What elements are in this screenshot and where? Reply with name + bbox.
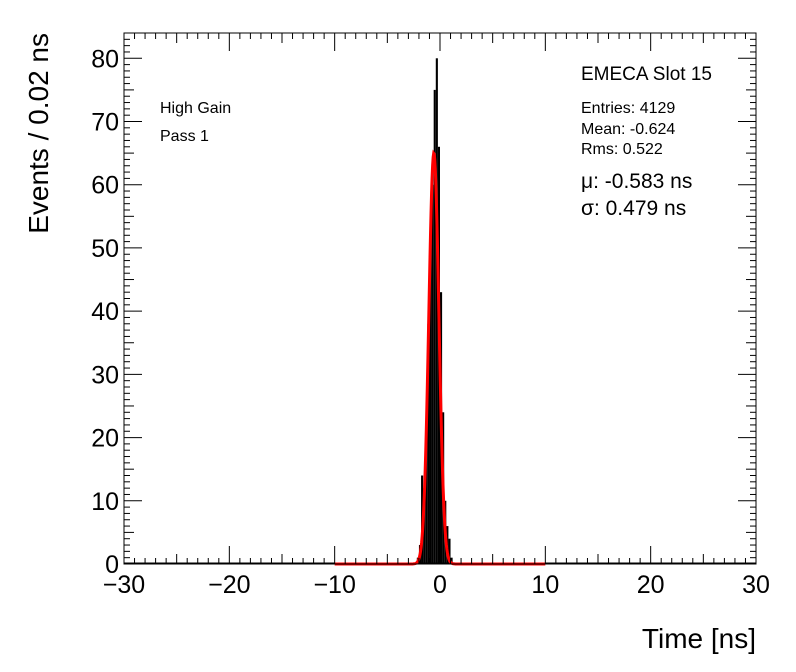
gain-label: High Gain: [160, 100, 231, 117]
x-tick-label: 10: [531, 571, 559, 599]
histogram-bin: [433, 89, 436, 565]
x-tick-label: −20: [208, 571, 250, 599]
histogram-bin: [448, 538, 451, 564]
y-tick-label: 40: [91, 298, 119, 326]
stats-title: EMECA Slot 15: [581, 64, 712, 85]
y-tick-label: 80: [91, 45, 119, 73]
y-tick-label: 20: [91, 425, 119, 453]
x-tick-label: 20: [637, 571, 665, 599]
histogram-bin: [425, 431, 428, 564]
x-tick-label: −30: [103, 571, 145, 599]
x-axis-title: Time [ns]: [642, 623, 756, 654]
fit-sigma: σ: 0.479 ns: [581, 197, 686, 220]
y-tick-label: 50: [91, 235, 119, 263]
y-tick-labels: 0 10 20 30 40 50 60 70 80: [91, 45, 119, 579]
histogram-bin: [427, 323, 430, 564]
histogram-bin: [431, 184, 434, 564]
x-tick-label: 0: [433, 571, 447, 599]
pass-label: Pass 1: [160, 128, 209, 145]
histogram-bin: [435, 58, 438, 565]
x-tick-label: −10: [313, 571, 355, 599]
y-tick-label: 0: [105, 551, 119, 579]
x-tick-label: 30: [742, 571, 770, 599]
histogram-bin: [450, 557, 453, 564]
y-tick-label: 60: [91, 172, 119, 200]
y-tick-label: 10: [91, 488, 119, 516]
y-tick-label: 30: [91, 361, 119, 389]
stats-mean: Mean: -0.624: [581, 121, 675, 138]
y-tick-label: 70: [91, 109, 119, 137]
axis-ticks: [123, 32, 757, 565]
x-tick-labels: −30 −20 −10 0 10 20 30: [103, 571, 770, 599]
stats-entries: Entries: 4129: [581, 100, 675, 117]
fit-mu: μ: -0.583 ns: [581, 170, 692, 193]
histogram-bin: [429, 247, 432, 564]
y-axis-title: Events / 0.02 ns: [23, 33, 54, 234]
stats-rms: Rms: 0.522: [581, 141, 663, 158]
